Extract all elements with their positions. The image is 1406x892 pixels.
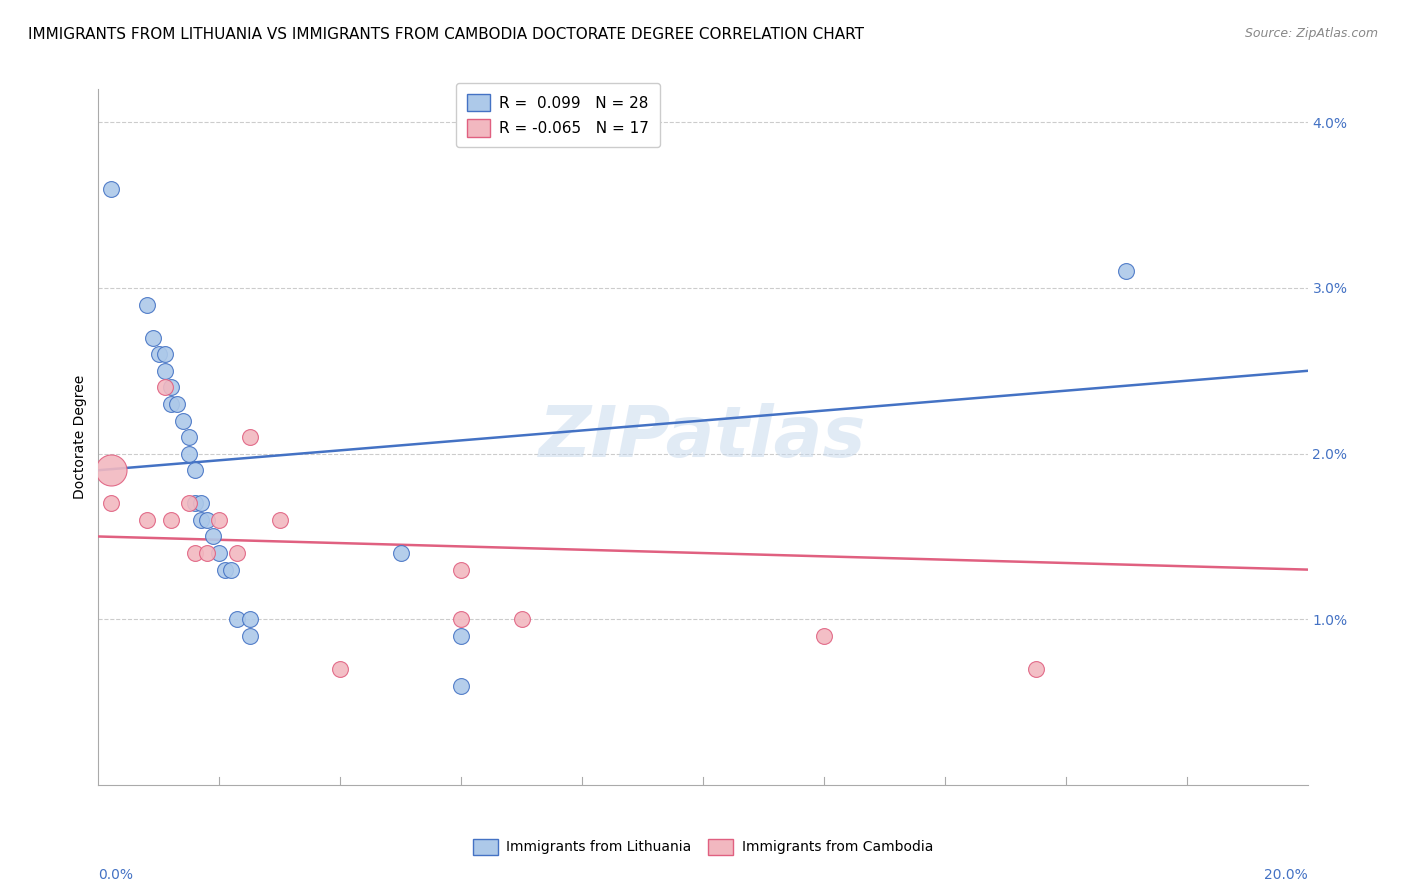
Legend: Immigrants from Lithuania, Immigrants from Cambodia: Immigrants from Lithuania, Immigrants fr…	[465, 831, 941, 862]
Point	[450, 563, 472, 577]
Point	[389, 546, 412, 560]
Point	[226, 546, 249, 560]
Point	[160, 397, 183, 411]
Point	[142, 331, 165, 345]
Point	[202, 529, 225, 543]
Point	[179, 447, 201, 461]
Y-axis label: Doctorate Degree: Doctorate Degree	[73, 375, 87, 500]
Point	[153, 364, 176, 378]
Point	[153, 380, 176, 394]
Point	[166, 397, 188, 411]
Point	[195, 513, 218, 527]
Point	[135, 297, 157, 311]
Point	[179, 496, 201, 510]
Point	[510, 612, 533, 626]
Point	[208, 546, 231, 560]
Point	[239, 629, 262, 643]
Point	[190, 496, 212, 510]
Point	[135, 513, 157, 527]
Point	[100, 496, 122, 510]
Text: ZIPatlas: ZIPatlas	[540, 402, 866, 472]
Point	[1024, 662, 1046, 676]
Point	[214, 563, 236, 577]
Text: Source: ZipAtlas.com: Source: ZipAtlas.com	[1244, 27, 1378, 40]
Point	[190, 513, 212, 527]
Text: IMMIGRANTS FROM LITHUANIA VS IMMIGRANTS FROM CAMBODIA DOCTORATE DEGREE CORRELATI: IMMIGRANTS FROM LITHUANIA VS IMMIGRANTS …	[28, 27, 865, 42]
Point	[172, 413, 194, 427]
Point	[329, 662, 352, 676]
Point	[195, 546, 218, 560]
Point	[450, 679, 472, 693]
Point	[239, 430, 262, 444]
Point	[153, 347, 176, 361]
Point	[184, 546, 207, 560]
Point	[160, 380, 183, 394]
Point	[148, 347, 170, 361]
Point	[239, 612, 262, 626]
Point	[208, 513, 231, 527]
Point	[221, 563, 243, 577]
Point	[100, 463, 122, 477]
Text: 0.0%: 0.0%	[98, 868, 134, 882]
Point	[226, 612, 249, 626]
Point	[160, 513, 183, 527]
Point	[184, 496, 207, 510]
Point	[179, 430, 201, 444]
Point	[1115, 264, 1137, 278]
Point	[184, 463, 207, 477]
Point	[813, 629, 835, 643]
Text: 20.0%: 20.0%	[1264, 868, 1308, 882]
Point	[450, 629, 472, 643]
Point	[450, 612, 472, 626]
Point	[100, 181, 122, 195]
Point	[269, 513, 291, 527]
